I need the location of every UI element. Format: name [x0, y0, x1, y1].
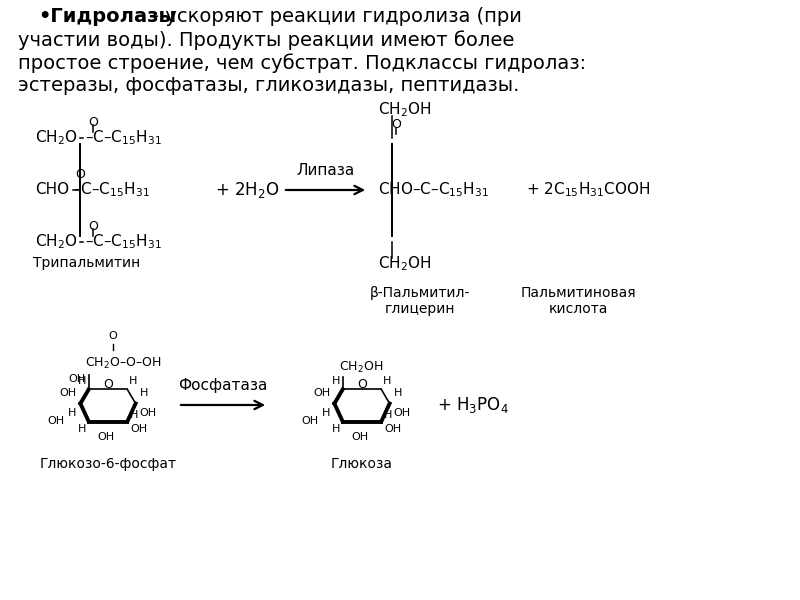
Text: H: H — [130, 409, 138, 419]
Text: OH: OH — [130, 425, 147, 434]
Text: – ускоряют реакции гидролиза (при: – ускоряют реакции гидролиза (при — [143, 7, 522, 26]
Text: –C–C$_{15}$H$_{31}$: –C–C$_{15}$H$_{31}$ — [85, 128, 162, 148]
Text: простое строение, чем субстрат. Подклассы гидролаз:: простое строение, чем субстрат. Подкласс… — [18, 53, 586, 73]
Text: + 2H$_2$O: + 2H$_2$O — [215, 180, 279, 200]
Text: O: O — [357, 378, 367, 391]
Text: Липаза: Липаза — [296, 163, 354, 178]
Text: H: H — [332, 425, 341, 434]
Text: O: O — [391, 118, 401, 131]
Text: H: H — [384, 409, 393, 419]
Text: O: O — [108, 331, 117, 341]
Text: O: O — [88, 115, 98, 128]
Text: Пальмитиновая
кислота: Пальмитиновая кислота — [520, 286, 636, 316]
Text: β-Пальмитил-
глицерин: β-Пальмитил- глицерин — [370, 286, 470, 316]
Text: CH$_2$OH: CH$_2$OH — [378, 254, 431, 274]
Text: O: O — [103, 378, 113, 391]
Text: Глюкоза: Глюкоза — [331, 457, 393, 471]
Text: OH: OH — [302, 415, 318, 425]
Text: H: H — [383, 376, 392, 386]
Text: OH: OH — [47, 415, 64, 425]
Text: CH$_2$OH: CH$_2$OH — [378, 101, 431, 119]
Text: CHO–C–C$_{15}$H$_{31}$: CHO–C–C$_{15}$H$_{31}$ — [378, 181, 489, 199]
Text: H: H — [332, 376, 341, 386]
Text: H: H — [322, 409, 330, 419]
Text: H: H — [139, 389, 148, 398]
Text: Трипальмитин: Трипальмитин — [34, 256, 141, 270]
Text: CH$_2$O: CH$_2$O — [35, 233, 78, 251]
Text: + H$_3$PO$_4$: + H$_3$PO$_4$ — [437, 395, 509, 415]
Text: CH$_2$O: CH$_2$O — [35, 128, 78, 148]
Text: OH: OH — [384, 425, 402, 434]
Text: H: H — [130, 376, 138, 386]
Text: H: H — [394, 389, 402, 398]
Text: H: H — [78, 376, 86, 386]
Text: –C–C$_{15}$H$_{31}$: –C–C$_{15}$H$_{31}$ — [85, 233, 162, 251]
Text: O: O — [75, 167, 85, 181]
Text: CH$_2$OH: CH$_2$OH — [338, 360, 383, 375]
Text: + 2C$_{15}$H$_{31}$COOH: + 2C$_{15}$H$_{31}$COOH — [526, 181, 650, 199]
Text: OH: OH — [59, 389, 77, 398]
Text: Глюкозо-6-фосфат: Глюкозо-6-фосфат — [39, 457, 177, 471]
Text: OH: OH — [351, 431, 369, 442]
Text: OH: OH — [394, 409, 410, 419]
Text: Фосфатаза: Фосфатаза — [178, 378, 268, 393]
Text: H: H — [68, 409, 77, 419]
Text: эстеразы, фосфатазы, гликозидазы, пептидазы.: эстеразы, фосфатазы, гликозидазы, пептид… — [18, 76, 519, 95]
Text: CH$_2$O–O–OH: CH$_2$O–O–OH — [85, 356, 161, 371]
Text: H: H — [78, 425, 86, 434]
Text: OH: OH — [68, 374, 86, 385]
Text: O: O — [88, 220, 98, 232]
Text: CHO: CHO — [35, 182, 69, 197]
Text: –C–C$_{15}$H$_{31}$: –C–C$_{15}$H$_{31}$ — [73, 181, 150, 199]
Text: участии воды). Продукты реакции имеют более: участии воды). Продукты реакции имеют бо… — [18, 30, 514, 50]
Text: OH: OH — [314, 389, 330, 398]
Text: OH: OH — [98, 431, 114, 442]
Text: •Гидролазы: •Гидролазы — [38, 7, 176, 26]
Text: OH: OH — [139, 409, 157, 419]
